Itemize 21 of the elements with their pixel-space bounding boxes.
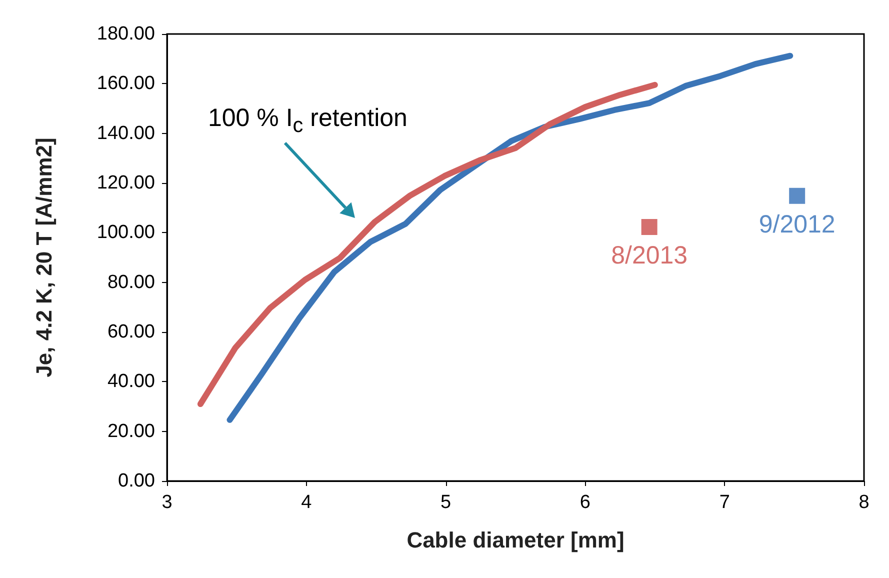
y-tick-label: 140.00 — [96, 122, 155, 144]
y-axis-title: Je, 4.2 K, 20 T [A/mm2] — [32, 138, 56, 378]
y-tick-label: 20.00 — [107, 420, 155, 442]
x-axis-title: Cable diameter [mm] — [406, 528, 624, 552]
x-tick-label: 4 — [301, 492, 312, 513]
series-label: 8/2013 — [611, 241, 688, 270]
x-tick-label: 6 — [580, 492, 590, 513]
y-tick-label: 180.00 — [96, 24, 155, 44]
x-tick-label: 7 — [719, 492, 730, 513]
series-label: 9/2012 — [758, 210, 836, 238]
annotation: 100 % I$_{c}$ retention — [208, 104, 408, 138]
y-tick-label: 100.00 — [96, 222, 155, 244]
x-tick-label: 5 — [440, 492, 452, 513]
y-tick-label: 40.00 — [107, 371, 155, 392]
x-tick-label: 8 — [858, 492, 870, 513]
y-tick-label: 80.00 — [107, 272, 155, 293]
y-tick-label: 0.00 — [118, 470, 155, 492]
x-tick-label: 3 — [162, 492, 172, 513]
y-tick-label: 120.00 — [96, 172, 155, 194]
y-tick-label: 160.00 — [96, 73, 155, 94]
y-tick-label: 60.00 — [107, 322, 155, 342]
